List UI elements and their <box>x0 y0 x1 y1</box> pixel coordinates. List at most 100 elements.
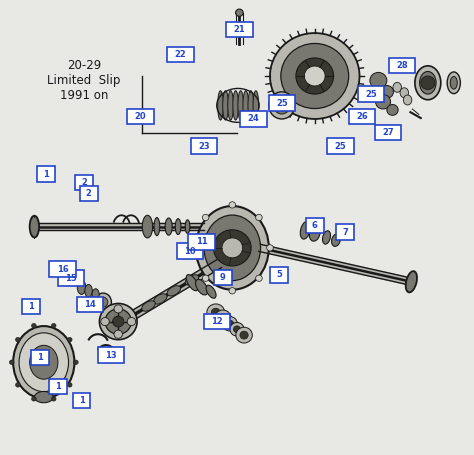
Text: 21: 21 <box>234 25 245 34</box>
Circle shape <box>114 330 122 339</box>
FancyBboxPatch shape <box>58 270 84 286</box>
Ellipse shape <box>223 91 228 120</box>
Ellipse shape <box>175 219 181 234</box>
FancyBboxPatch shape <box>269 96 295 111</box>
Text: 24: 24 <box>247 115 259 123</box>
FancyBboxPatch shape <box>37 167 55 182</box>
Circle shape <box>296 58 334 94</box>
Circle shape <box>255 214 262 221</box>
Text: 25: 25 <box>335 142 346 151</box>
Circle shape <box>16 383 20 387</box>
Ellipse shape <box>233 91 238 120</box>
Circle shape <box>375 95 391 109</box>
Circle shape <box>67 383 72 387</box>
FancyBboxPatch shape <box>98 347 124 363</box>
Text: 12: 12 <box>211 317 223 326</box>
Circle shape <box>421 76 435 90</box>
Circle shape <box>222 317 237 331</box>
Ellipse shape <box>248 91 254 120</box>
Text: 1: 1 <box>37 353 43 362</box>
Ellipse shape <box>406 271 417 293</box>
Circle shape <box>229 288 236 294</box>
Circle shape <box>270 33 359 119</box>
Text: 25: 25 <box>276 99 288 108</box>
Polygon shape <box>259 244 412 285</box>
Ellipse shape <box>206 285 216 298</box>
Circle shape <box>230 323 244 336</box>
FancyBboxPatch shape <box>306 217 324 233</box>
Ellipse shape <box>30 216 39 238</box>
FancyBboxPatch shape <box>349 109 375 124</box>
Ellipse shape <box>165 218 172 235</box>
FancyBboxPatch shape <box>73 393 91 408</box>
Ellipse shape <box>92 289 99 300</box>
Ellipse shape <box>415 66 441 100</box>
Text: 1: 1 <box>43 170 49 179</box>
Circle shape <box>226 320 234 328</box>
Ellipse shape <box>142 215 153 238</box>
Text: 1: 1 <box>55 382 61 391</box>
Ellipse shape <box>332 234 340 247</box>
FancyBboxPatch shape <box>49 262 76 277</box>
Ellipse shape <box>310 226 320 241</box>
Text: 2: 2 <box>81 178 87 187</box>
Ellipse shape <box>450 76 457 89</box>
Circle shape <box>101 318 109 326</box>
Circle shape <box>16 338 20 342</box>
Circle shape <box>51 397 56 401</box>
Circle shape <box>222 238 243 258</box>
Ellipse shape <box>85 284 92 297</box>
Ellipse shape <box>35 391 53 403</box>
FancyBboxPatch shape <box>214 269 232 285</box>
Text: 1: 1 <box>27 302 34 311</box>
Text: 15: 15 <box>65 273 77 283</box>
FancyBboxPatch shape <box>226 22 253 37</box>
Circle shape <box>73 360 78 364</box>
Text: 14: 14 <box>84 300 96 309</box>
Ellipse shape <box>167 286 181 296</box>
Text: 16: 16 <box>57 265 69 273</box>
Ellipse shape <box>322 231 330 244</box>
Circle shape <box>229 202 236 208</box>
Text: 28: 28 <box>396 61 408 70</box>
Ellipse shape <box>77 280 86 294</box>
Circle shape <box>234 326 240 333</box>
Ellipse shape <box>273 97 290 114</box>
Circle shape <box>370 72 387 89</box>
Circle shape <box>240 331 248 339</box>
Circle shape <box>191 245 198 251</box>
Circle shape <box>213 230 251 266</box>
Circle shape <box>211 308 220 317</box>
Ellipse shape <box>196 279 208 295</box>
Text: 10: 10 <box>184 247 196 256</box>
Circle shape <box>100 303 137 339</box>
Ellipse shape <box>196 206 269 290</box>
Ellipse shape <box>185 220 190 233</box>
Ellipse shape <box>154 217 160 236</box>
Text: 13: 13 <box>105 350 117 359</box>
FancyBboxPatch shape <box>191 138 217 154</box>
Circle shape <box>32 397 36 401</box>
Ellipse shape <box>419 71 436 94</box>
FancyBboxPatch shape <box>167 47 194 62</box>
Circle shape <box>32 324 36 328</box>
Circle shape <box>51 324 56 328</box>
FancyBboxPatch shape <box>22 299 39 314</box>
Ellipse shape <box>142 301 155 311</box>
Ellipse shape <box>19 333 69 392</box>
Ellipse shape <box>185 275 199 285</box>
Circle shape <box>380 86 393 98</box>
Ellipse shape <box>99 297 108 307</box>
FancyBboxPatch shape <box>271 267 288 283</box>
Circle shape <box>114 305 122 313</box>
Ellipse shape <box>269 92 295 119</box>
Circle shape <box>113 316 124 327</box>
Ellipse shape <box>186 274 198 291</box>
Ellipse shape <box>13 326 74 399</box>
Text: 26: 26 <box>356 112 368 121</box>
FancyBboxPatch shape <box>240 111 267 126</box>
Text: 2: 2 <box>86 189 91 198</box>
Circle shape <box>304 66 325 86</box>
FancyBboxPatch shape <box>389 58 415 73</box>
Circle shape <box>236 9 243 16</box>
